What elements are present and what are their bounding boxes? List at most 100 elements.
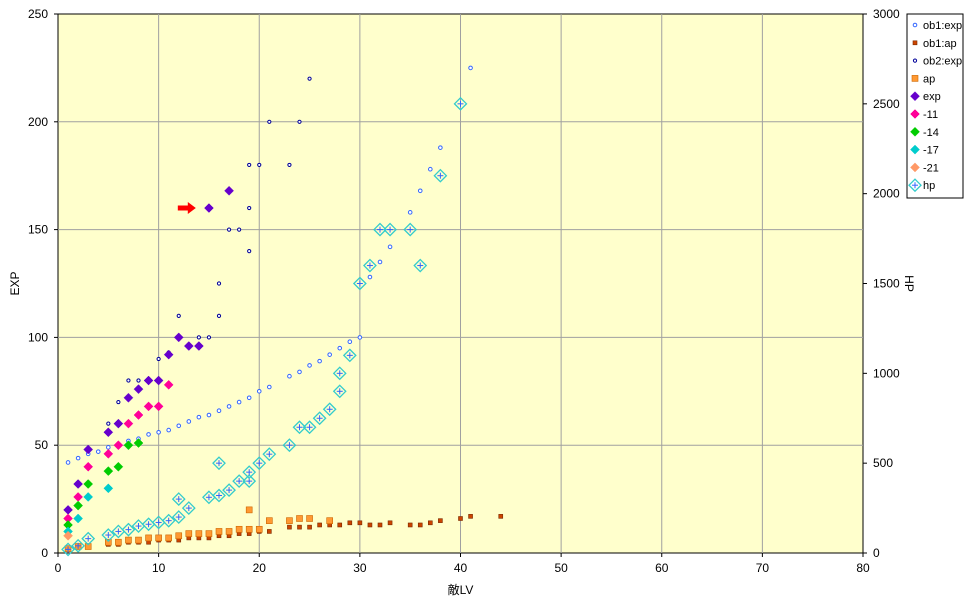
data-point (428, 520, 433, 526)
data-point (347, 339, 353, 345)
data-point (212, 488, 226, 503)
data-point (332, 384, 347, 399)
data-point (133, 438, 144, 448)
data-point (286, 517, 293, 524)
data-point (165, 534, 172, 542)
data-point (195, 530, 203, 537)
data-point (245, 506, 253, 514)
y-axis-ticks: 0 50 100 150 200 250 (28, 7, 48, 560)
data-point (387, 520, 393, 526)
x-tick-label: 60 (655, 561, 669, 575)
data-point (123, 392, 134, 403)
data-point (181, 501, 196, 516)
legend-entry: -14 (923, 127, 939, 139)
data-point (183, 341, 194, 351)
data-point (287, 373, 292, 379)
data-point (105, 538, 112, 546)
series-14 (63, 438, 144, 530)
legend-entry: -21 (923, 162, 939, 174)
data-point (204, 203, 214, 213)
data-point (83, 444, 94, 455)
data-point (357, 335, 363, 340)
x-tick-label: 80 (856, 561, 870, 575)
data-point (267, 529, 272, 534)
data-point (332, 366, 347, 381)
data-point (133, 410, 144, 420)
data-point (417, 188, 423, 194)
hp-diamond (101, 528, 116, 542)
data-point (236, 399, 242, 405)
data-point (173, 332, 184, 343)
data-point (171, 510, 186, 524)
data-point (307, 363, 312, 368)
hp-diamond (352, 276, 367, 291)
data-point (326, 517, 333, 524)
data-point (224, 185, 234, 196)
hp-diamond (453, 96, 468, 111)
y2-tick-label: 1000 (873, 366, 900, 380)
y-tick-label: 250 (28, 7, 48, 21)
hp-diamond (212, 488, 226, 503)
legend-entry: ob1:ap (923, 38, 957, 50)
legend-marker (912, 40, 918, 46)
data-marks (61, 65, 504, 557)
data-point (135, 536, 142, 544)
legend-entry: ob1:exp (923, 20, 962, 32)
x-tick-label: 70 (756, 561, 770, 575)
data-point (237, 227, 242, 232)
data-point (252, 456, 267, 471)
data-point (153, 375, 164, 386)
hp-diamond (222, 483, 236, 498)
hp-diamond (181, 501, 196, 516)
data-point (342, 348, 357, 363)
y-tick-label: 100 (28, 330, 48, 344)
hp-diamond (212, 456, 226, 471)
hp-diamond (242, 474, 257, 489)
data-point (212, 456, 226, 471)
data-point (377, 259, 383, 265)
data-point (317, 522, 322, 528)
hp-diamond (332, 384, 347, 399)
hp-diamond (282, 438, 297, 453)
data-point (216, 281, 222, 286)
x-axis-title: 敵LV (448, 582, 474, 597)
data-point (75, 455, 81, 461)
data-point (143, 401, 154, 412)
data-point (367, 522, 373, 528)
data-point (83, 479, 94, 489)
hp-diamond (413, 258, 428, 273)
x-tick-label: 30 (353, 561, 367, 575)
legend-marker (908, 178, 922, 193)
data-point (297, 119, 302, 124)
hp-diamond (161, 513, 176, 528)
hp-diamond (121, 522, 136, 537)
data-point (113, 418, 124, 429)
data-point (458, 516, 463, 521)
data-point (235, 525, 243, 533)
data-point (194, 341, 204, 351)
legend-entry: ap (923, 73, 935, 85)
hp-diamond (252, 456, 267, 471)
data-point (312, 411, 327, 426)
hp-diamond (292, 420, 307, 435)
hp-diamond (71, 538, 86, 553)
gridlines (58, 14, 863, 553)
legend-marker (911, 75, 919, 82)
data-point (262, 447, 277, 462)
data-point (171, 492, 186, 507)
hp-diamond (171, 492, 186, 507)
x-tick-label: 20 (253, 561, 267, 575)
series-11 (63, 379, 174, 524)
data-point (215, 528, 223, 535)
data-point (317, 358, 322, 364)
data-point (282, 438, 297, 453)
data-point (245, 525, 253, 533)
data-point (468, 65, 473, 71)
data-point (267, 119, 272, 124)
legend-entry: hp (923, 180, 935, 192)
annotation-arrow (177, 202, 196, 215)
data-point (146, 432, 151, 437)
data-point (322, 402, 337, 417)
hp-diamond (363, 258, 377, 273)
axes (54, 13, 867, 557)
